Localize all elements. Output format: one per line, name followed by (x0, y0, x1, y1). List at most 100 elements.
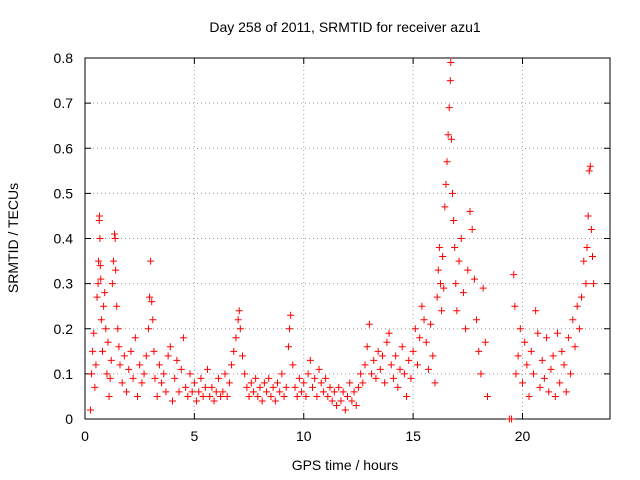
data-point (208, 383, 216, 391)
data-point (263, 388, 271, 396)
data-point (583, 244, 591, 252)
data-point (108, 280, 116, 288)
data-point (479, 284, 487, 292)
data-point (562, 388, 570, 396)
data-point (144, 325, 152, 333)
data-point (418, 302, 426, 310)
data-point (511, 302, 519, 310)
data-point (374, 347, 382, 355)
data-point (114, 325, 122, 333)
data-point (179, 334, 187, 342)
data-point (147, 257, 155, 265)
data-point (155, 361, 163, 369)
data-point (573, 302, 581, 310)
data-point (223, 392, 231, 400)
y-tick-label: 0.7 (54, 95, 74, 111)
x-tick-label: 20 (515, 428, 531, 444)
data-point (186, 370, 194, 378)
data-point (481, 338, 489, 346)
data-point (97, 316, 105, 324)
data-point (470, 275, 478, 283)
data-point (337, 397, 345, 405)
data-point (256, 383, 264, 391)
axis-tick-labels: 0 5 10 15 20 0 0.1 0.2 0.3 0.4 0.5 0.6 0.7 0.8 (54, 50, 531, 444)
data-point (510, 271, 518, 279)
data-point (534, 329, 542, 337)
data-point (420, 316, 428, 324)
data-point (319, 388, 327, 396)
data-point (543, 334, 551, 342)
data-point (538, 356, 546, 364)
data-point (435, 244, 443, 252)
grid-lines (85, 58, 610, 419)
data-point (136, 361, 144, 369)
data-point (106, 374, 114, 382)
data-point (291, 383, 299, 391)
data-point (475, 347, 483, 355)
data-point (201, 383, 209, 391)
data-point (109, 257, 117, 265)
data-point (276, 388, 284, 396)
x-tick-label: 5 (190, 428, 198, 444)
data-point (86, 406, 94, 414)
x-tick-label: 0 (81, 428, 89, 444)
data-point (427, 320, 435, 328)
data-point (107, 356, 115, 364)
data-point (407, 374, 415, 382)
data-point (370, 356, 378, 364)
data-point (459, 289, 467, 297)
data-point (324, 392, 332, 400)
data-point (484, 392, 491, 400)
data-point (306, 356, 314, 364)
data-point (443, 158, 451, 166)
data-point (221, 370, 229, 378)
data-point (217, 392, 225, 400)
data-point (102, 325, 110, 333)
data-point (512, 370, 520, 378)
data-point (416, 334, 424, 342)
data-point (93, 293, 101, 301)
data-point (274, 379, 281, 387)
data-point (177, 365, 185, 373)
x-tick-label: 10 (296, 428, 312, 444)
data-point (166, 343, 174, 351)
data-point (92, 361, 100, 369)
y-tick-label: 0.5 (54, 185, 74, 201)
data-point (462, 325, 470, 333)
data-point (540, 374, 548, 382)
data-point (585, 167, 593, 175)
data-point (450, 216, 458, 224)
data-point (235, 307, 243, 315)
data-point (210, 397, 218, 405)
data-point (295, 374, 303, 382)
data-point (348, 397, 356, 405)
data-point (311, 374, 319, 382)
data-point (247, 379, 255, 387)
data-point (142, 352, 150, 360)
data-point (162, 388, 170, 396)
data-point (90, 329, 98, 337)
data-point (118, 379, 126, 387)
data-point (457, 235, 465, 242)
data-point (403, 392, 411, 400)
data-point (284, 343, 292, 351)
data-point (551, 392, 559, 400)
data-point (346, 379, 354, 387)
data-point (111, 230, 119, 238)
y-tick-label: 0.3 (54, 276, 74, 292)
data-point (91, 383, 99, 391)
data-point (131, 334, 139, 342)
data-point (361, 361, 369, 369)
data-point (149, 316, 157, 324)
x-tick-label: 15 (405, 428, 421, 444)
data-point (300, 379, 308, 387)
data-point (140, 370, 148, 378)
data-point (304, 370, 312, 378)
data-point (94, 280, 102, 288)
data-point (150, 347, 158, 355)
data-point (582, 280, 590, 288)
data-point (422, 338, 430, 346)
data-point (392, 352, 400, 360)
data-point (282, 383, 290, 391)
data-point (230, 347, 238, 355)
